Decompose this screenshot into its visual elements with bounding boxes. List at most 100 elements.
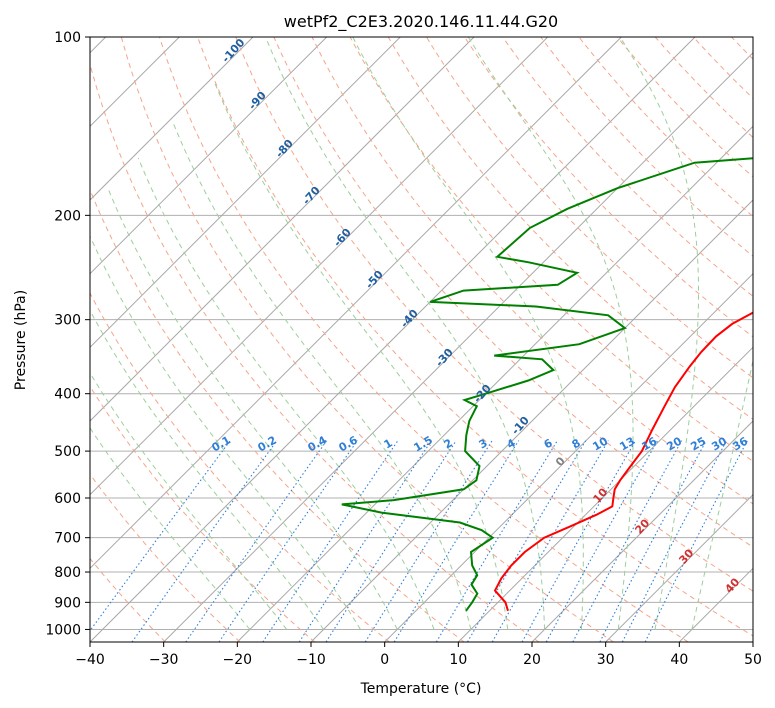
dry-adiabat-line — [90, 385, 316, 642]
plot-frame — [89, 36, 754, 643]
dry-adiabat-line — [540, 37, 753, 257]
moist-adiabat-line — [107, 188, 398, 630]
dry-adiabat-line — [311, 37, 753, 505]
dry-adiabat-label: -30 — [433, 346, 456, 370]
y-tick-label: 800 — [54, 565, 81, 581]
dewpoint-profile-line — [341, 157, 753, 612]
dry-adiabat-line — [387, 37, 753, 420]
dry-adiabat-line — [90, 292, 390, 642]
y-tick-label: 200 — [54, 208, 81, 224]
mixing-ratio-line — [364, 440, 493, 642]
dry-adiabat-line — [578, 37, 753, 218]
moist-adiabat-line — [90, 235, 361, 630]
mixing-ratio-label: 8 — [570, 436, 583, 451]
moist-adiabat-line — [352, 37, 584, 630]
dry-adiabat-line — [425, 37, 753, 379]
x-tick-label: −40 — [75, 652, 105, 668]
mixing-ratio-label: 10 — [590, 434, 610, 453]
isotherm-line — [531, 420, 753, 642]
x-tick-label: −10 — [296, 652, 326, 668]
isotherm-line — [163, 51, 753, 642]
isotherm-line — [236, 125, 753, 642]
mixing-ratio-label: 30 — [709, 434, 729, 453]
dry-adiabat-label: -50 — [363, 268, 386, 292]
x-tick-label: 20 — [523, 652, 541, 668]
dry-adiabat-line — [349, 37, 753, 462]
y-tick-label: 500 — [54, 444, 81, 460]
mixing-ratio-line — [90, 440, 231, 632]
moist-adiabat-line — [691, 358, 753, 630]
mixing-ratio-line — [131, 440, 278, 642]
dry-adiabat-label: -20 — [471, 382, 494, 406]
isotherm-line — [310, 199, 753, 642]
isotherm-line — [457, 346, 753, 642]
dry-adiabat-line — [159, 37, 689, 642]
y-tick-label: 100 — [54, 30, 81, 46]
temperature-profile-line — [493, 311, 753, 612]
x-tick-label: −30 — [149, 652, 179, 668]
mixing-ratio-line — [545, 440, 659, 642]
x-tick-label: −20 — [223, 652, 253, 668]
dry-adiabat-line — [770, 37, 775, 642]
profile-lines — [341, 157, 753, 612]
isotherm-line — [90, 37, 696, 642]
y-tick-label: 1000 — [45, 622, 81, 638]
mixing-ratio-label: 2 — [442, 436, 455, 451]
dry-adiabat-line — [90, 188, 465, 642]
isotherm-line — [90, 37, 622, 570]
mixing-ratio-label: 6 — [542, 436, 555, 451]
dry-adiabat-label: -10 — [509, 414, 532, 438]
mixing-ratio-line — [325, 440, 457, 642]
isotherm-line — [752, 641, 753, 642]
y-axis: 100 200 300 400 500 600 700 800 900 1000 — [45, 30, 90, 638]
y-axis-label: Pressure (hPa) — [13, 290, 29, 390]
isotherm-line — [90, 37, 401, 349]
x-tick-label: 50 — [744, 652, 762, 668]
x-tick-label: 30 — [597, 652, 615, 668]
chart-title: wetPf2_C2E3.2020.146.11.44.G20 — [284, 12, 558, 32]
dry-adiabat-label: -60 — [331, 226, 354, 250]
mixing-ratio-line — [185, 440, 328, 642]
dry-adiabat-line — [273, 37, 753, 548]
mixing-ratio-label: 1 — [382, 436, 395, 451]
mixing-ratio-label: 20 — [664, 434, 684, 453]
dry-adiabat-label: 30 — [676, 546, 696, 566]
dry-adiabat-line — [197, 37, 753, 637]
moist-adiabat-line — [90, 427, 251, 630]
dry-adiabat-line — [235, 37, 753, 592]
moist-adiabat-line — [467, 37, 634, 630]
y-tick-label: 900 — [54, 595, 81, 611]
isotherm-line — [90, 37, 254, 201]
y-tick-label: 300 — [54, 313, 81, 329]
dry-adiabat-line — [654, 37, 753, 139]
dry-adiabat-label: 0 — [553, 454, 568, 469]
x-axis: −40 −30 −20 −10 0 10 20 30 40 50 — [75, 642, 762, 668]
dry-adiabat-label: -90 — [246, 89, 269, 113]
mixing-ratio-line — [572, 440, 683, 642]
mixing-ratio-line — [393, 440, 520, 642]
dry-adiabat-line — [90, 62, 540, 642]
moist-adiabat-line — [172, 123, 472, 630]
moist-adiabat-line — [265, 37, 546, 630]
dry-adiabat-line — [120, 37, 614, 642]
dry-adiabat-label: 20 — [632, 516, 652, 536]
y-tick-label: 600 — [54, 491, 81, 507]
isotherm-line — [90, 37, 328, 275]
dry-adiabat-line — [616, 37, 753, 178]
y-tick-label: 700 — [54, 531, 81, 547]
dry-adiabat-line — [464, 37, 753, 338]
mixing-ratio-line — [491, 440, 609, 642]
moist-adiabat-line — [90, 309, 324, 630]
dry-adiabat-line — [90, 473, 241, 642]
dry-adiabat-label: -40 — [398, 307, 421, 331]
moist-adiabat-line — [214, 83, 509, 630]
dry-adiabat-line — [502, 37, 753, 297]
isotherm-line — [90, 37, 549, 496]
x-axis-label: Temperature (°C) — [360, 681, 482, 697]
dry-adiabat-label: 10 — [590, 485, 610, 505]
isotherm-line — [90, 37, 475, 422]
mixing-ratio-label: 3 — [477, 436, 490, 451]
x-tick-label: 10 — [449, 652, 467, 668]
x-tick-label: 0 — [380, 652, 389, 668]
isotherm-line — [384, 272, 753, 642]
